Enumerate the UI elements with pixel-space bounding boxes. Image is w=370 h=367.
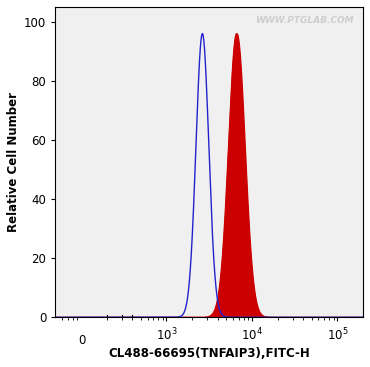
Text: WWW.PTGLAB.COM: WWW.PTGLAB.COM bbox=[255, 16, 354, 25]
Text: 0: 0 bbox=[78, 334, 85, 347]
Y-axis label: Relative Cell Number: Relative Cell Number bbox=[7, 92, 20, 232]
X-axis label: CL488-66695(TNFAIP3),FITC-H: CL488-66695(TNFAIP3),FITC-H bbox=[108, 347, 310, 360]
